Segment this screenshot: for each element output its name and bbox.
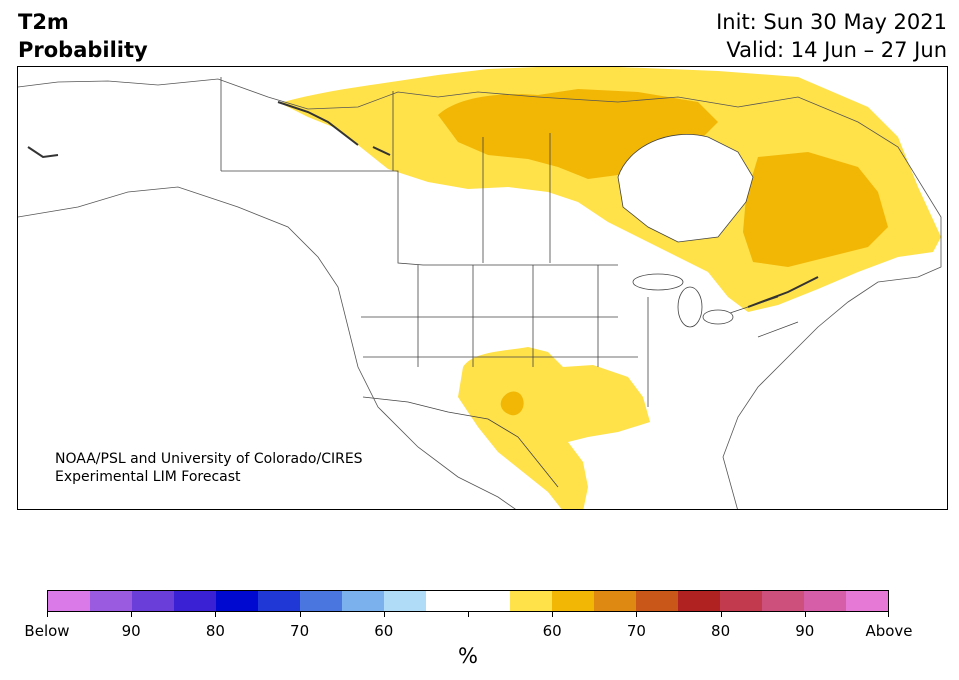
probability-colorbar [47,590,889,612]
great-lakes [632,273,734,328]
map-canvas [18,67,942,509]
southern-plains-above-50-region [458,347,650,509]
colorbar-segment [90,591,132,611]
colorbar-segment [678,591,720,611]
colorbar-tick [720,612,722,617]
us-mexico-border [362,396,559,488]
colorbar-segment [300,591,342,611]
colorbar-segment [426,591,468,611]
colorbar-tick [552,612,554,617]
colorbar-tick-label: 70 [626,622,646,640]
hudson-bay [617,134,754,243]
colorbar-tick [299,612,301,617]
colorbar-segment [216,591,258,611]
colorbar-segment [384,591,426,611]
colorbar-tick-label: 70 [290,622,310,640]
forecast-dates: Init: Sun 30 May 2021 Valid: 14 Jun – 27… [716,8,947,64]
colorbar-segment [468,591,510,611]
colorbar-tick-label: 90 [795,622,815,640]
colorbar-tick-label: 60 [374,622,394,640]
colorbar-tick-label: 60 [542,622,562,640]
credit-line-1: NOAA/PSL and University of Colorado/CIRE… [55,451,363,467]
credit-text: NOAA/PSL and University of Colorado/CIRE… [55,450,363,486]
colorbar-tick-label: Below [24,622,70,640]
colorbar-segment [636,591,678,611]
colorbar-segment [804,591,846,611]
colorbar-segment [342,591,384,611]
title-line-1: T2m [18,10,69,34]
colorbar-tick [636,612,638,617]
colorbar-tick [383,612,385,617]
colorbar-segment [846,591,888,611]
valid-date: Valid: 14 Jun – 27 Jun [726,38,947,62]
colorbar-tick-label: 90 [121,622,141,640]
map-title: T2m Probability [18,8,148,64]
colorbar-segment [594,591,636,611]
colorbar-segment [762,591,804,611]
colorbar-ticks [47,612,889,618]
colorbar-tick-label: 80 [711,622,731,640]
colorbar-tick-label: Above [865,622,913,640]
credit-line-2: Experimental LIM Forecast [55,469,241,485]
colorbar-segment [174,591,216,611]
map-panel [17,66,948,510]
colorbar-segment [720,591,762,611]
quebec-above-60-region [743,152,888,267]
colorbar-segment [552,591,594,611]
colorbar-tick [131,612,133,617]
canada-province-borders [392,91,551,263]
colorbar-tick [888,612,889,617]
colorbar-unit-label: % [458,644,478,668]
us-state-borders [361,265,649,407]
canada-us-border [221,170,618,266]
colorbar-tick [215,612,217,617]
colorbar-tick [47,612,48,617]
colorbar-segment [48,591,90,611]
colorbar-segment [132,591,174,611]
colorbar-tick-label: 80 [205,622,225,640]
colorbar-segment [258,591,300,611]
west-texas-above-60-region [500,391,524,416]
colorbar-segment [510,591,552,611]
colorbar-tick [804,612,806,617]
rivers [27,101,819,308]
title-line-2: Probability [18,38,148,62]
coastline [18,78,942,509]
colorbar-tick [468,612,469,617]
init-date: Init: Sun 30 May 2021 [716,10,947,34]
